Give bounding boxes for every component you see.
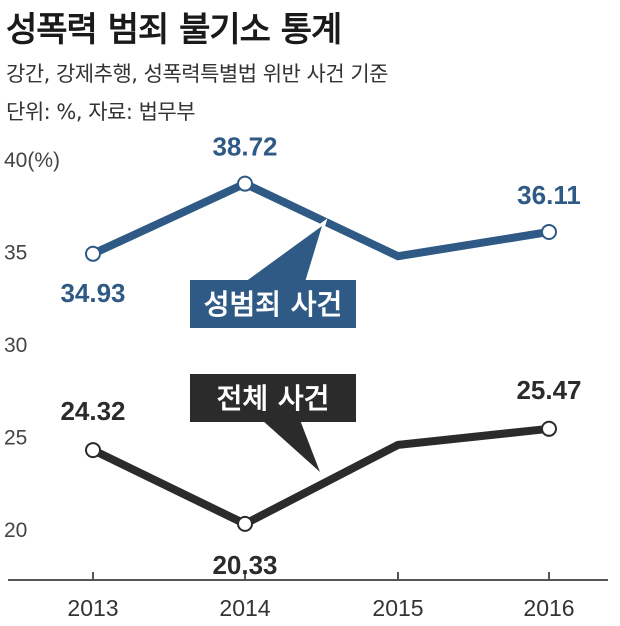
data-label: 20.33: [212, 550, 277, 580]
data-point: [237, 175, 253, 192]
x-tick-label: 2015: [372, 595, 423, 621]
chart-subtitle: 강간, 강제추행, 성폭력특별법 위반 사건 기준: [6, 62, 389, 86]
data-point: [85, 442, 101, 459]
callout-tail: [262, 420, 320, 472]
x-tick-label: 2013: [67, 595, 118, 621]
data-label: 36.11: [517, 180, 581, 210]
data-point: [541, 223, 557, 240]
series-callout: 성범죄 사건: [190, 218, 356, 328]
data-label: 38.72: [212, 132, 277, 162]
data-label: 34.93: [60, 278, 125, 308]
series-lines: [91, 179, 550, 529]
y-axis-ticks: 40(%) 35 30 25 20: [4, 149, 60, 542]
x-axis: 2013 2014 2015 2016: [8, 572, 608, 621]
chart-title: 성폭력 범죄 불기소 통계: [6, 10, 342, 50]
data-point: [237, 515, 253, 532]
y-tick-label: 20: [4, 519, 27, 542]
data-labels: 34.93 38.72 36.11 24.32 20.33 25.47: [60, 132, 581, 580]
y-tick-label: 30: [4, 334, 27, 357]
x-tick-label: 2014: [219, 595, 270, 621]
data-point: [541, 420, 557, 437]
callout-tail: [245, 226, 322, 282]
callout-box: [190, 374, 356, 422]
series-line: [91, 424, 550, 529]
series-callout: 전체 사건: [190, 374, 356, 475]
legend-label: 성범죄 사건: [204, 288, 343, 321]
series-line: [91, 179, 550, 261]
y-tick-label: 40(%): [4, 149, 60, 172]
x-tick-label: 2016: [523, 595, 574, 621]
data-label: 25.47: [516, 375, 581, 405]
y-tick-label: 25: [4, 427, 27, 450]
data-point: [85, 245, 101, 262]
series-points: [85, 175, 557, 532]
y-tick-label: 35: [4, 242, 27, 265]
callout-box: [190, 280, 356, 328]
legend-label: 전체 사건: [217, 382, 330, 415]
data-label: 24.32: [60, 396, 125, 426]
unit-source-note: 단위: %, 자료: 법무부: [6, 100, 196, 124]
